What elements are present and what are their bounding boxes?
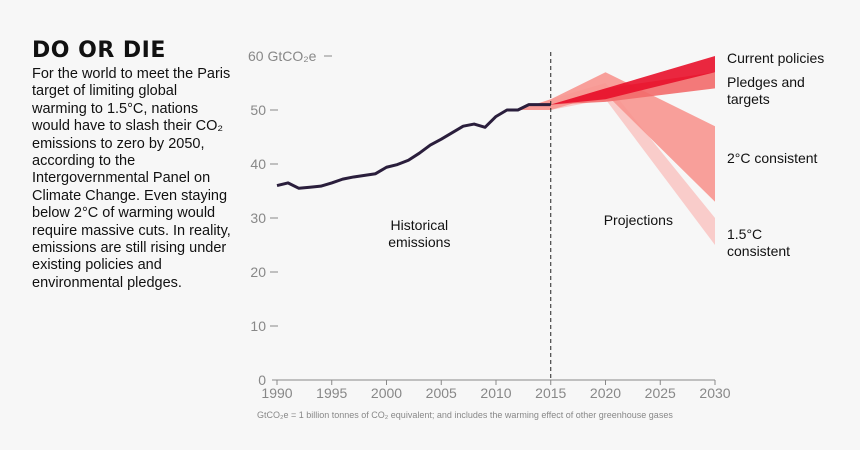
y-tick-label: 40 xyxy=(250,156,266,172)
band-label: 2°C consistent xyxy=(727,150,818,166)
x-tick-label: 2030 xyxy=(699,385,730,401)
x-tick-label: 1990 xyxy=(261,385,292,401)
annotation: Projections xyxy=(603,211,673,228)
annotation: Historical emissions xyxy=(388,217,451,251)
x-tick-label: 2020 xyxy=(590,385,621,401)
projection-band xyxy=(550,56,715,105)
x-tick-label: 2010 xyxy=(480,385,511,401)
band-label: 1.5°C consistent xyxy=(727,226,791,259)
y-tick-label: 50 xyxy=(250,102,266,118)
footnote: GtCO₂e = 1 billion tonnes of CO₂ equival… xyxy=(257,410,673,420)
x-tick-label: 2025 xyxy=(645,385,676,401)
x-tick-label: 2000 xyxy=(371,385,402,401)
y-tick-label: 60 GtCO₂e xyxy=(248,48,317,64)
historical-line xyxy=(276,103,551,190)
projection-band xyxy=(517,72,715,202)
band-label: Current policies xyxy=(727,50,825,66)
y-tick-label: 30 xyxy=(250,210,266,226)
body-text: For the world to meet the Paris target o… xyxy=(32,66,231,291)
y-tick-label: 10 xyxy=(250,318,266,334)
x-tick-label: 2005 xyxy=(426,385,457,401)
band-label: Pledges and targets xyxy=(727,74,805,107)
x-tick-label: 1995 xyxy=(316,385,347,401)
y-tick-label: 0 xyxy=(258,372,266,388)
title: DO OR DIE xyxy=(32,38,166,63)
y-tick-label: 20 xyxy=(250,264,266,280)
x-tick-label: 2015 xyxy=(535,385,566,401)
